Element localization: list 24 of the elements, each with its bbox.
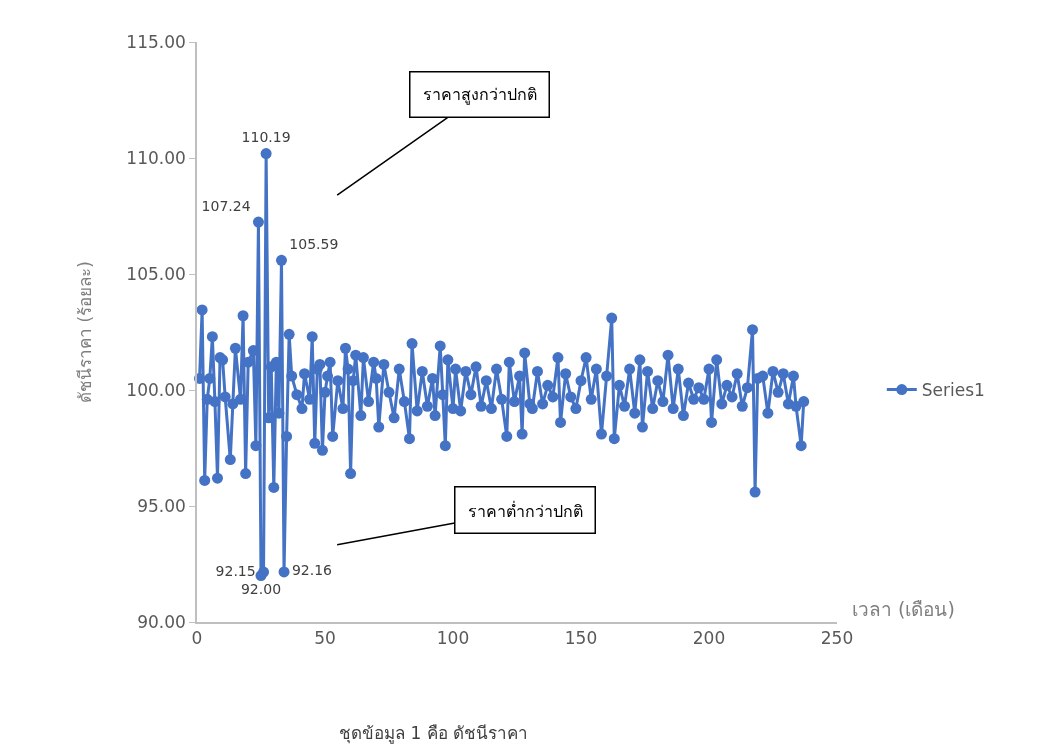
text: ชุดข้อมูล 1 คือ ดัชนีราคา bbox=[339, 723, 529, 744]
data-label: 92.15 bbox=[215, 562, 256, 579]
data-label: 107.24 bbox=[201, 197, 251, 214]
x-tick-label: 150 bbox=[564, 628, 598, 649]
data-label: 110.19 bbox=[241, 129, 291, 146]
y-tick-label: 115.00 bbox=[126, 31, 186, 52]
x-axis-title: เวลา (เดือน) bbox=[852, 598, 955, 620]
legend-label: Series1 bbox=[921, 380, 985, 401]
y-axis-title: ดัชนีราคา (ร้อยละ) bbox=[75, 261, 96, 403]
data-label: 92.00 bbox=[240, 580, 282, 597]
x-tick-label: 100 bbox=[436, 628, 470, 649]
y-tick-label: 105.00 bbox=[126, 263, 186, 284]
x-tick-label: 200 bbox=[692, 628, 726, 649]
data-label: 105.59 bbox=[289, 235, 339, 252]
y-tick-label: 100.00 bbox=[126, 379, 186, 400]
y-tick-label: 95.00 bbox=[137, 495, 186, 516]
x-tick-label: 0 bbox=[191, 628, 203, 649]
y-tick-label: 110.00 bbox=[126, 147, 186, 168]
data-label: 92.16 bbox=[291, 562, 333, 579]
x-tick-label: 250 bbox=[820, 628, 854, 649]
annotation: ราคาต่ำกว่าปกติ bbox=[467, 499, 583, 521]
y-tick-label: 90.00 bbox=[137, 611, 186, 632]
x-tick-label: 50 bbox=[314, 628, 336, 649]
annotation: ราคาสูงกว่าปกติ bbox=[422, 84, 537, 105]
